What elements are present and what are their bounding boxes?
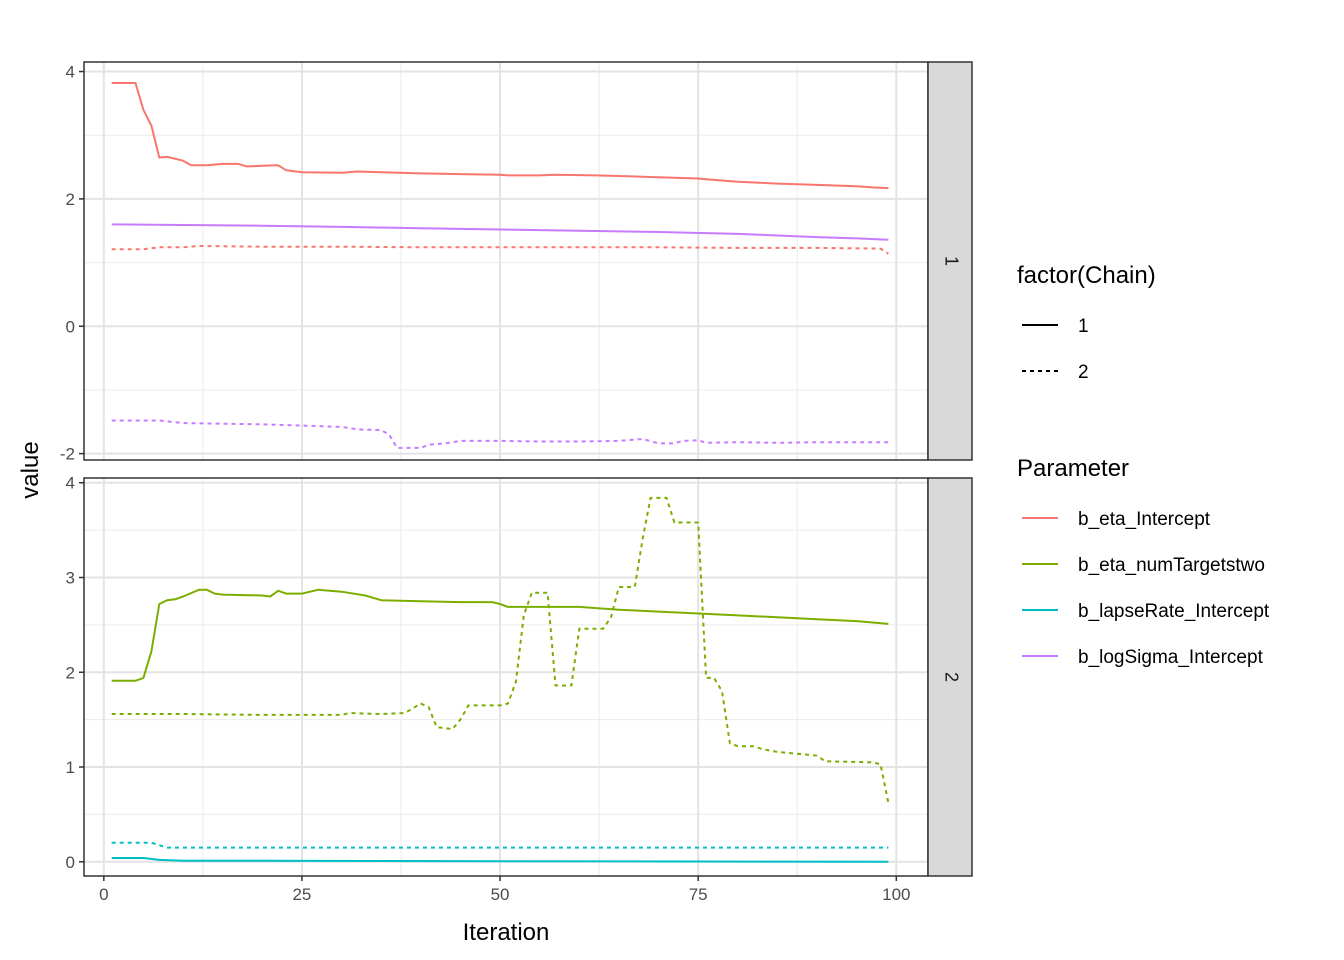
panel-2-background: [84, 478, 928, 876]
y-tick-label: 0: [66, 317, 75, 336]
x-tick-label: 0: [99, 885, 108, 904]
legend-parameter-title: Parameter: [1017, 455, 1129, 482]
series-b-eta-numtargetstwo-chain-1: [111, 588, 889, 682]
series-layer: [111, 82, 890, 863]
y-tick-label: 3: [66, 569, 75, 588]
x-axis-title: Iteration: [463, 919, 550, 946]
y-tick-label: -2: [60, 445, 75, 464]
panel-2-area: [84, 478, 928, 876]
series-b-eta-intercept-chain-1: [111, 82, 889, 190]
series-b-eta-numtargetstwo-chain-2: [111, 496, 890, 804]
y-tick-label: 2: [66, 663, 75, 682]
legend-label-chain-2: 2: [1078, 362, 1089, 383]
legend-linetype-title: factor(Chain): [1017, 262, 1156, 289]
panel-1-area: [84, 62, 928, 460]
series-b-lapserate-intercept-chain-1: [111, 857, 889, 863]
x-tick-label: 50: [491, 885, 510, 904]
panel-1-background: [84, 62, 928, 460]
panel-1-strip: [927, 61, 973, 461]
panel-1-strip-label: 1: [941, 256, 961, 266]
legend-label-b-eta-numtargetstwo: b_eta_numTargetstwo: [1078, 555, 1265, 576]
panel-2-strip-label: 2: [941, 672, 961, 682]
series-b-lapserate-intercept-chain-2: [111, 841, 889, 849]
y-tick-label: 0: [66, 853, 75, 872]
x-tick-label: 75: [689, 885, 708, 904]
series-b-logsigma-intercept-chain-2: [111, 419, 889, 449]
y-axis-title: value: [17, 441, 44, 498]
y-tick-label: 4: [66, 63, 75, 82]
y-tick-label: 1: [66, 758, 75, 777]
legend-label-b-eta-intercept: b_eta_Intercept: [1078, 509, 1211, 530]
legend-label-b-lapserate-intercept: b_lapseRate_Intercept: [1078, 601, 1270, 622]
series-b-logsigma-intercept-chain-1: [111, 223, 889, 241]
y-tick-label: 2: [66, 190, 75, 209]
x-tick-label: 25: [292, 885, 311, 904]
legend-label-b-logsigma-intercept: b_logSigma_Intercept: [1078, 647, 1264, 668]
legend-parameter: Parameter b_eta_Intercept b_eta_numTarge…: [1017, 455, 1270, 668]
legend-label-chain-1: 1: [1078, 316, 1089, 337]
x-tick-label: 100: [882, 885, 910, 904]
y-tick-label: 4: [66, 474, 75, 493]
axes-layer: 1 -2 0 2 4 2 0 1 2 3 4 0 25 50 75 100: [60, 61, 973, 904]
legend-linetype: factor(Chain) 1 2: [1017, 262, 1156, 383]
panel-2-strip: [927, 477, 973, 877]
